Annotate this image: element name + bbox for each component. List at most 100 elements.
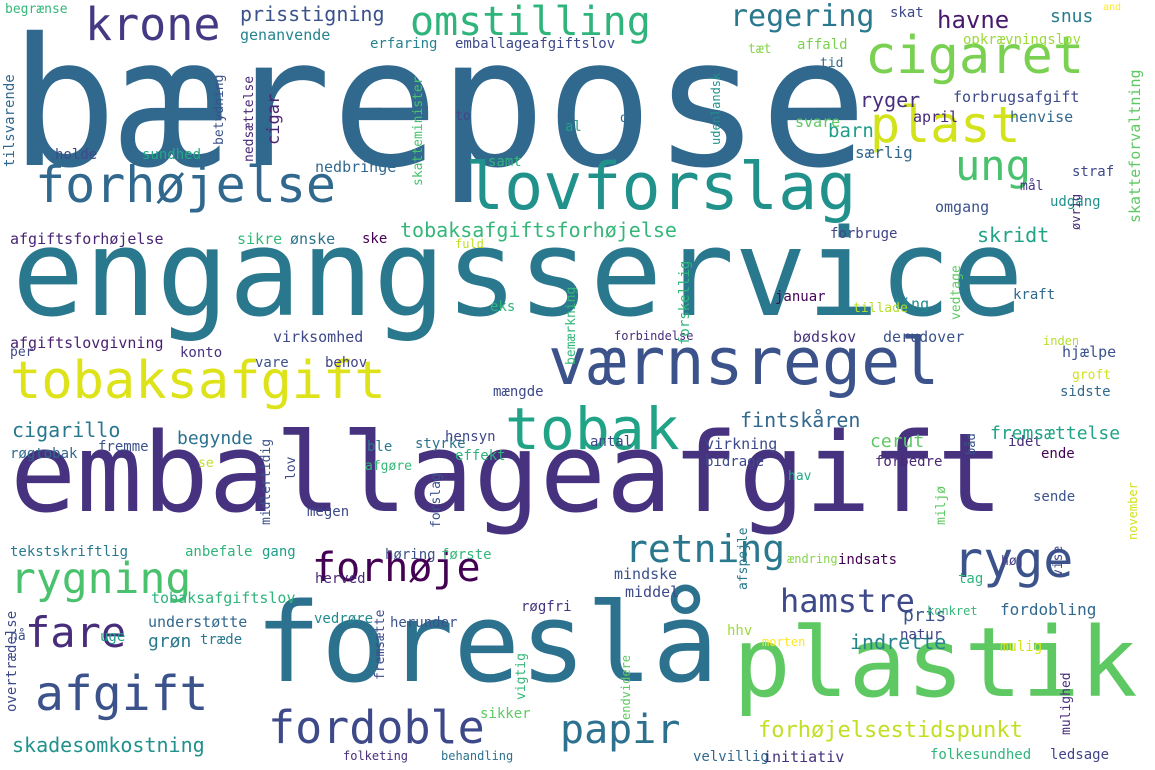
word-dø: dø	[620, 111, 636, 126]
word-regering: regering	[730, 0, 875, 34]
word-herunder: herunder	[390, 615, 458, 631]
word-lovforslag: lovforslag	[465, 150, 857, 225]
word-natur: natur	[900, 627, 943, 643]
word-samt: samt	[488, 154, 522, 170]
word-fremme: fremme	[98, 439, 149, 455]
word-november: november	[1126, 482, 1140, 540]
word-ledsage: ledsage	[1050, 747, 1110, 763]
word-fremsættelse: fremsættelse	[990, 423, 1121, 444]
word-hav: hav	[788, 469, 812, 484]
word-mængde: mængde	[493, 384, 544, 400]
word-vedrøre: vedrøre	[314, 611, 374, 627]
word-fare: fare	[25, 608, 127, 657]
word-kraft: kraft	[1013, 287, 1056, 303]
word-første: første	[441, 547, 492, 563]
word-velvillig: velvillig	[693, 749, 769, 765]
word-afgiftsforhøjelse: afgiftsforhøjelse	[10, 230, 164, 248]
word-genanvende: genanvende	[240, 26, 331, 44]
word-overtrædelse: overtrædelse	[4, 610, 20, 712]
word-januar: januar	[775, 289, 826, 305]
word-udgang: udgang	[1050, 194, 1101, 210]
word-afgøre: afgøre	[365, 459, 412, 474]
word-hhv: hhv	[727, 623, 753, 639]
word-morten: morten	[762, 635, 806, 649]
word-midlertidig: midlertidig	[259, 438, 274, 525]
word-cerut: cerut	[870, 431, 925, 452]
word-eks: eks	[490, 299, 516, 315]
word-erfaring: erfaring	[370, 36, 438, 52]
word-tæt: tæt	[748, 42, 772, 57]
word-båd: båd	[964, 433, 978, 455]
word-sende: sende	[1033, 489, 1076, 505]
word-omstilling: omstilling	[410, 0, 651, 45]
word-emballageafgiftslov: emballageafgiftslov	[455, 36, 616, 52]
word-omgang: omgang	[935, 198, 990, 216]
word-rygning: rygning	[10, 554, 192, 604]
word-sidste: sidste	[1060, 384, 1111, 400]
word-virkning: virkning	[705, 435, 778, 453]
word-al: al	[565, 119, 582, 135]
word-forhøjelse: forhøjelse	[35, 156, 337, 214]
word-folketing: folketing	[343, 749, 409, 763]
word-bødskov: bødskov	[793, 328, 857, 346]
word-se: se	[198, 456, 214, 471]
word-skadesomkostning: skadesomkostning	[12, 733, 205, 757]
word-ende: ende	[1041, 446, 1075, 462]
word-nedsættelse: nedsættelse	[242, 75, 257, 162]
word-prisstigning: prisstigning	[240, 2, 385, 26]
word-mulig: mulig	[1000, 639, 1043, 655]
word-ung: ung	[955, 141, 1031, 190]
word-megen: megen	[307, 504, 350, 520]
word-bemærkning: bemærkning	[564, 286, 579, 365]
word-snus: snus	[1050, 6, 1094, 27]
word-tekstskriftlig: tekstskriftlig	[10, 544, 129, 560]
word-betydning: betydning	[212, 74, 227, 145]
word-folkesundhed: folkesundhed	[930, 747, 1032, 763]
word-to: to	[455, 109, 471, 124]
word-indrette: indrette	[850, 630, 947, 654]
word-forskellig: forskellig	[677, 260, 693, 345]
word-sundhed: sundhed	[142, 147, 202, 163]
word-hensyn: hensyn	[445, 429, 496, 445]
word-konkret: konkret	[927, 604, 978, 618]
word-konto: konto	[180, 345, 223, 361]
word-hamstre: hamstre	[780, 582, 915, 620]
word-behov: behov	[325, 355, 368, 371]
word-groft: groft	[1072, 368, 1112, 383]
word-cigar: cigar	[264, 93, 284, 145]
word-afgiftslovgivning: afgiftslovgivning	[10, 334, 164, 352]
word-tobak: tobak	[505, 395, 680, 463]
word-hjælpe: hjælpe	[1062, 343, 1117, 361]
word-ryger: ryger	[860, 88, 921, 112]
word-foreslå: foreslå	[255, 579, 719, 707]
word-afspejle: afspejle	[736, 527, 751, 590]
word-tillade: tillade	[853, 301, 908, 316]
word-nå: nå	[10, 629, 26, 644]
word-skatteminister: skatteminister	[411, 76, 426, 186]
word-and: and	[1103, 2, 1122, 13]
word-april: april	[913, 108, 959, 126]
word-inden: inden	[1043, 334, 1080, 348]
word-tobaksafgiftslov: tobaksafgiftslov	[151, 589, 296, 607]
word-særlig: særlig	[855, 143, 913, 162]
word-middel: middel	[625, 583, 680, 601]
word-herved: herved	[315, 571, 366, 587]
word-tid: tid	[820, 56, 844, 71]
word-styrke: styrke	[415, 436, 466, 452]
word-fordoble: fordoble	[268, 701, 485, 754]
word-virksomhed: virksomhed	[273, 328, 364, 346]
word-tilsvarende: tilsvarende	[2, 74, 18, 167]
word-tag: tag	[958, 571, 984, 587]
word-skridt: skridt	[977, 223, 1050, 247]
word-effekt: effekt	[455, 448, 506, 464]
word-grøn: grøn	[148, 631, 192, 652]
word-per: per	[10, 345, 34, 360]
word-krone: krone	[85, 0, 221, 51]
word-høj: høj	[1001, 554, 1025, 569]
word-uge: uge	[100, 629, 126, 645]
word-antal: antal	[590, 434, 633, 450]
word-tobaksafgift: tobaksafgift	[10, 351, 386, 411]
word-skatteforvaltning: skatteforvaltning	[1126, 69, 1144, 223]
word-tobaksafgiftsforhøjelse: tobaksafgiftsforhøjelse	[400, 218, 677, 242]
word-bidrage: bidrage	[705, 454, 765, 470]
